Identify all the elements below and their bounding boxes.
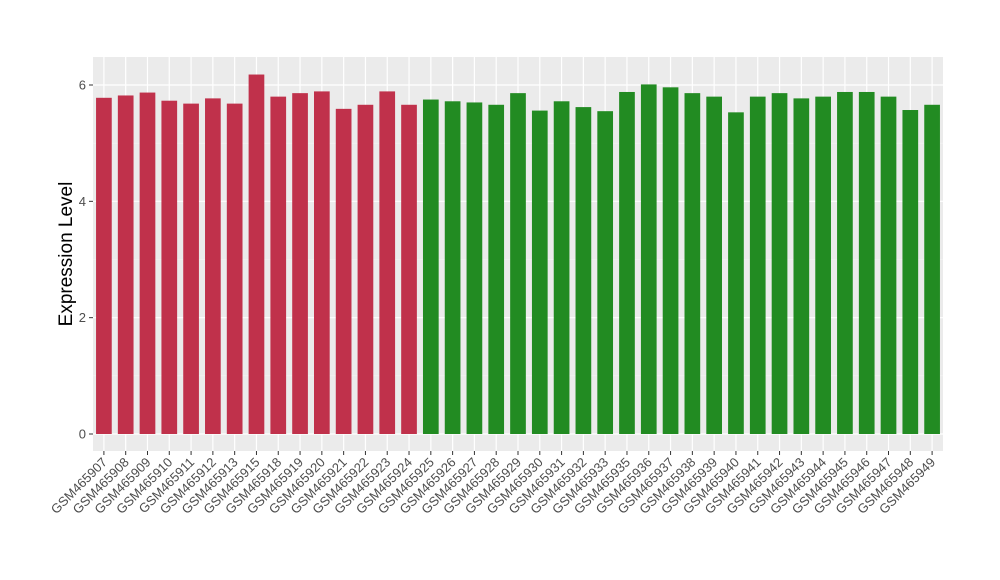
bar-GSM465944 <box>815 96 831 434</box>
bar-GSM465946 <box>858 91 875 434</box>
bar-GSM465943 <box>793 98 810 435</box>
y-axis-title: Expression Level <box>56 182 77 327</box>
bar-GSM465929 <box>510 93 526 434</box>
y-tick-label: 2 <box>79 310 86 325</box>
bar-GSM465913 <box>226 103 243 434</box>
bar-GSM465933 <box>597 111 614 435</box>
bar-GSM465926 <box>444 101 461 434</box>
bar-GSM465931 <box>553 101 570 434</box>
bar-GSM465912 <box>205 98 221 435</box>
bar-GSM465907 <box>96 97 112 435</box>
bar-GSM465915 <box>248 74 265 434</box>
bar-GSM465908 <box>117 95 134 434</box>
bar-GSM465910 <box>161 100 178 434</box>
bar-GSM465942 <box>771 93 788 434</box>
bar-GSM465921 <box>335 108 352 435</box>
bar-GSM465947 <box>880 96 897 434</box>
bar-GSM465932 <box>575 107 592 434</box>
bar-GSM465909 <box>139 92 156 434</box>
bar-GSM465949 <box>924 104 940 434</box>
bar-GSM465940 <box>728 112 744 435</box>
bar-GSM465936 <box>640 84 657 434</box>
bar-GSM465935 <box>619 91 635 434</box>
bar-GSM465938 <box>684 93 701 434</box>
bar-GSM465927 <box>466 102 483 434</box>
bars <box>96 74 940 435</box>
y-axis: 0 2 4 6 <box>79 78 93 442</box>
bar-GSM465911 <box>183 103 199 434</box>
bar-GSM465920 <box>314 91 330 435</box>
bar-GSM465928 <box>488 104 505 434</box>
y-tick-label: 0 <box>79 427 86 442</box>
bar-GSM465930 <box>531 110 548 435</box>
bar-GSM465923 <box>379 91 396 435</box>
bar-GSM465925 <box>422 99 439 435</box>
bar-GSM465941 <box>749 96 766 434</box>
bar-GSM465948 <box>902 110 919 435</box>
bar-GSM465918 <box>270 96 287 434</box>
x-axis: GSM465907GSM465908GSM465909GSM465910GSM4… <box>48 451 938 517</box>
y-tick-label: 6 <box>79 78 86 93</box>
y-tick-label: 4 <box>79 194 86 209</box>
bar-GSM465919 <box>292 93 308 434</box>
bar-GSM465924 <box>401 104 417 434</box>
bar-GSM465945 <box>837 91 853 434</box>
bar-GSM465937 <box>662 87 679 435</box>
bar-GSM465922 <box>357 104 374 434</box>
bar-GSM465939 <box>706 96 722 434</box>
